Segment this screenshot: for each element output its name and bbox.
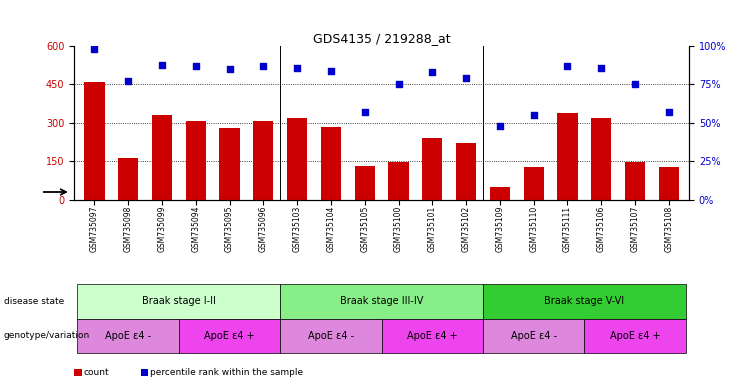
Point <box>426 69 438 75</box>
Bar <box>118 158 139 200</box>
Bar <box>382 319 483 353</box>
Bar <box>185 121 206 200</box>
Bar <box>280 319 382 353</box>
Point <box>156 61 168 68</box>
Bar <box>219 128 239 200</box>
Text: ApoE ε4 +: ApoE ε4 + <box>205 331 255 341</box>
Point <box>122 78 134 84</box>
Bar <box>557 113 578 200</box>
Bar <box>179 319 280 353</box>
Bar <box>321 127 341 200</box>
Text: Braak stage I-II: Braak stage I-II <box>142 296 216 306</box>
Point <box>629 81 641 88</box>
Text: ApoE ε4 +: ApoE ε4 + <box>610 331 660 341</box>
Point <box>528 112 539 118</box>
Text: ApoE ε4 -: ApoE ε4 - <box>511 331 556 341</box>
Bar <box>490 187 510 200</box>
Bar <box>78 284 280 319</box>
Point <box>190 63 202 69</box>
Bar <box>388 162 408 200</box>
Text: Braak stage V-VI: Braak stage V-VI <box>545 296 625 306</box>
Point <box>663 109 675 115</box>
Bar <box>625 162 645 200</box>
Text: percentile rank within the sample: percentile rank within the sample <box>150 368 304 377</box>
Bar <box>456 143 476 200</box>
Point <box>359 109 370 115</box>
Text: Braak stage III-IV: Braak stage III-IV <box>340 296 423 306</box>
Point <box>494 123 506 129</box>
Bar <box>659 167 679 200</box>
Point <box>393 81 405 88</box>
Bar <box>280 284 483 319</box>
Bar <box>287 118 308 200</box>
Bar <box>591 118 611 200</box>
Bar <box>483 284 685 319</box>
Point <box>595 65 607 71</box>
Text: ApoE ε4 -: ApoE ε4 - <box>308 331 354 341</box>
Bar <box>524 167 544 200</box>
Text: count: count <box>84 368 110 377</box>
Point <box>224 66 236 72</box>
Bar <box>152 115 172 200</box>
Point <box>257 63 269 69</box>
Bar <box>422 138 442 200</box>
Bar <box>585 319 685 353</box>
Bar <box>78 319 179 353</box>
Point <box>325 68 337 74</box>
Point <box>562 63 574 69</box>
Point <box>291 65 303 71</box>
Text: genotype/variation: genotype/variation <box>4 331 90 341</box>
Bar <box>483 319 585 353</box>
Bar <box>355 166 375 200</box>
Bar <box>253 121 273 200</box>
Text: disease state: disease state <box>4 297 64 306</box>
Point <box>88 46 100 52</box>
Title: GDS4135 / 219288_at: GDS4135 / 219288_at <box>313 32 451 45</box>
Text: ApoE ε4 -: ApoE ε4 - <box>105 331 151 341</box>
Point <box>460 75 472 81</box>
Text: ApoE ε4 +: ApoE ε4 + <box>407 331 458 341</box>
Bar <box>84 82 104 200</box>
